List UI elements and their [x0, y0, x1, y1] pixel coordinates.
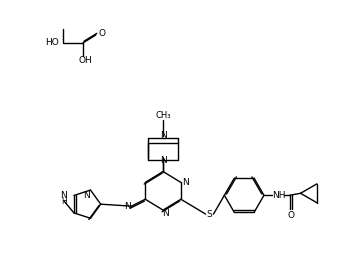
Text: CH₃: CH₃	[155, 111, 171, 120]
Text: N: N	[160, 131, 166, 140]
Text: N: N	[124, 202, 131, 211]
Text: N: N	[160, 156, 166, 165]
Text: H: H	[61, 197, 67, 206]
Text: O: O	[287, 210, 294, 219]
Text: N: N	[162, 209, 168, 218]
Text: OH: OH	[78, 56, 92, 65]
Text: NH: NH	[272, 191, 285, 200]
Text: N: N	[60, 191, 67, 200]
Text: N: N	[182, 178, 189, 187]
Text: HO: HO	[45, 39, 59, 48]
Text: S: S	[207, 209, 212, 218]
Text: O: O	[98, 29, 105, 38]
Text: N: N	[83, 190, 90, 199]
